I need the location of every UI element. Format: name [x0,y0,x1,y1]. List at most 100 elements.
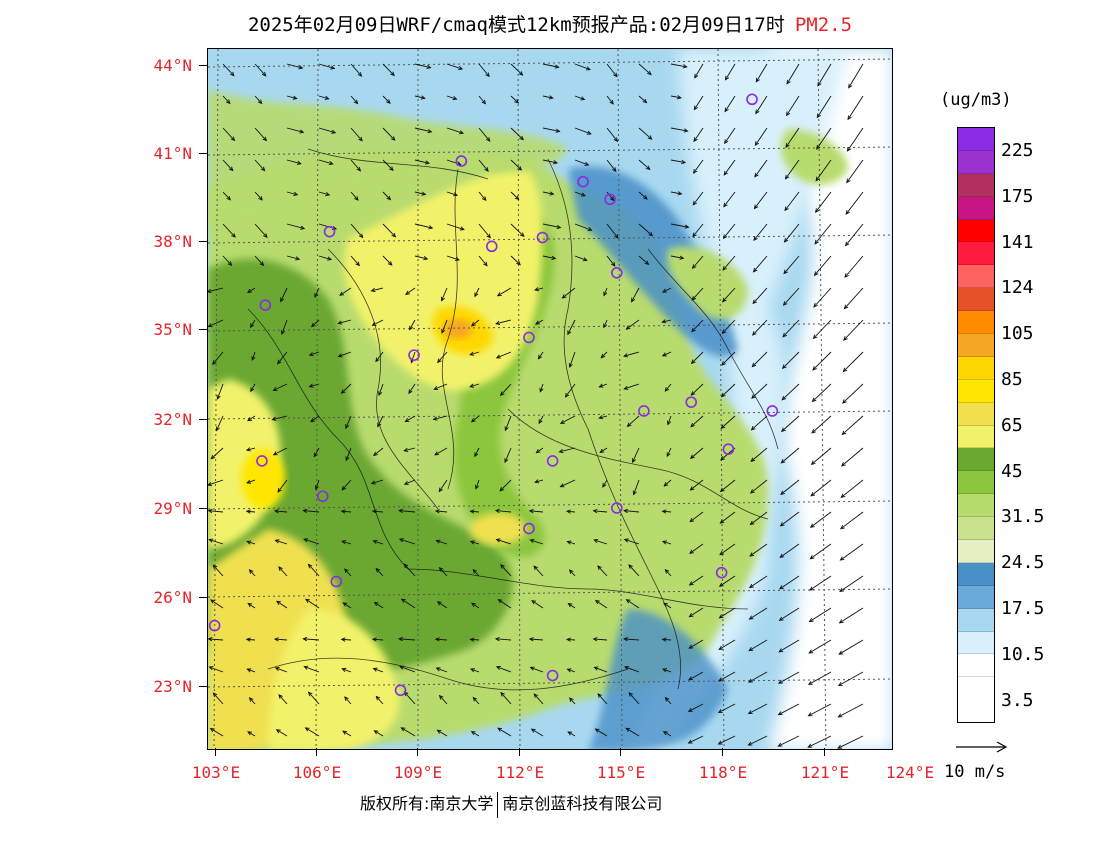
wind-vector-icon [341,479,352,491]
lon-tick [316,748,317,756]
wind-vector-icon [370,287,384,293]
wind-vector-icon [470,602,480,609]
wind-vector-icon [337,351,352,358]
wind-vector-icon [667,415,672,426]
wind-vector-icon [246,479,256,484]
wind-vector-icon [812,319,832,340]
wind-vector-icon [382,255,393,266]
wind-vector-icon [638,159,651,171]
wind-vector-icon [752,287,768,305]
wind-vector-icon [495,319,512,326]
map-panel[interactable] [207,48,893,750]
wind-vector-icon [542,63,560,69]
wind-vector-icon [318,191,331,197]
wind-vector-icon [375,695,384,705]
wind-vector-icon [687,703,704,712]
wind-vector-icon [472,568,480,577]
wind-vector-icon [721,287,736,303]
lon-label-121e: 121°E [800,763,850,782]
wind-vector-icon [246,540,256,545]
wind-vector-icon [372,539,384,545]
wind-vector-icon [341,540,352,545]
wind-vector-icon [222,191,231,201]
wind-vector-icon [373,447,384,457]
wind-vector-icon [623,538,640,545]
wind-vector-icon [841,447,864,467]
wind-vector-icon [690,415,704,428]
wind-vector-icon [530,728,544,737]
wind-vector-icon [310,415,320,423]
wind-vector-icon [212,564,224,577]
legend-tick-label: 85 [1001,369,1023,390]
wind-vector-icon [534,287,544,292]
wind-vector-icon [446,127,465,135]
wind-vector-icon [208,287,224,294]
legend-tick-label: 24.5 [1001,552,1045,574]
wind-vector-icon [446,223,465,231]
wind-vector-icon [345,447,352,462]
wind-vector-icon [661,509,672,514]
wind-vector-icon [469,509,480,514]
legend-tick-label: 45 [1001,460,1023,482]
wind-vector-icon [606,223,619,239]
wind-vector-icon [808,607,832,623]
wind-vector-icon [434,447,448,456]
wind-vector-icon [382,63,395,77]
city-marker-icon [766,405,779,417]
wind-vector-icon [723,159,736,176]
wind-vector-icon [719,479,736,493]
wind-vector-icon [286,63,304,70]
wind-vector-icon [561,287,576,299]
wind-vector-icon [750,447,768,463]
wind-vector-icon [254,95,263,105]
wind-vector-icon [782,287,800,306]
wind-vector-icon [606,159,617,173]
wind-vector-icon [531,600,544,609]
wind-vector-icon [839,543,864,561]
legend-swatch [958,265,994,289]
wind-vector-icon [692,159,704,174]
wind-vector-icon [670,223,690,229]
wind-vector-icon [664,383,672,392]
lat-label-41n: 41°N [153,144,192,163]
wind-vector-icon [693,127,704,143]
wind-vector-icon [278,566,288,577]
wind-vector-icon [478,191,487,202]
wind-vector-icon [720,383,736,398]
wind-vector-icon [408,383,416,395]
lon-tick [519,748,520,756]
wind-vector-icon [414,95,426,100]
wind-vector-icon [208,666,224,673]
lon-label-109e: 109°E [393,763,443,782]
legend-swatch [958,540,994,563]
wind-vector-icon [495,665,512,673]
copyright-left: 版权所有:南京大学 [360,794,494,813]
city-marker-icon [577,175,589,188]
wind-vector-icon [382,159,394,172]
lon-label-106e: 106°E [292,763,342,782]
wind-vector-icon [751,383,768,399]
wind-vector-icon [474,287,480,298]
wind-vector-icon [542,95,554,100]
wind-vector-icon [350,191,359,201]
city-marker-icon [638,405,650,417]
wind-vector-icon [247,415,256,422]
wind-vector-icon [414,127,433,134]
wind-vector-icon [222,223,236,238]
wind-vector-icon [469,668,480,673]
legend-swatch [958,425,994,449]
wind-vector-icon [664,568,672,577]
wind-vector-icon [475,479,480,490]
wind-vector-icon [375,567,384,577]
wind-vector-icon [717,703,736,714]
wind-vector-icon [478,63,490,78]
wind-vector-icon [837,703,864,718]
wind-vector-icon [499,383,512,397]
wind-vector-icon [688,639,704,649]
wind-vector-icon [438,694,448,705]
wind-vector-icon [495,538,512,545]
wind-vector-icon [623,508,640,514]
wind-vector-icon [623,383,640,390]
wind-vector-icon [807,703,832,717]
wind-vector-icon [662,668,672,673]
